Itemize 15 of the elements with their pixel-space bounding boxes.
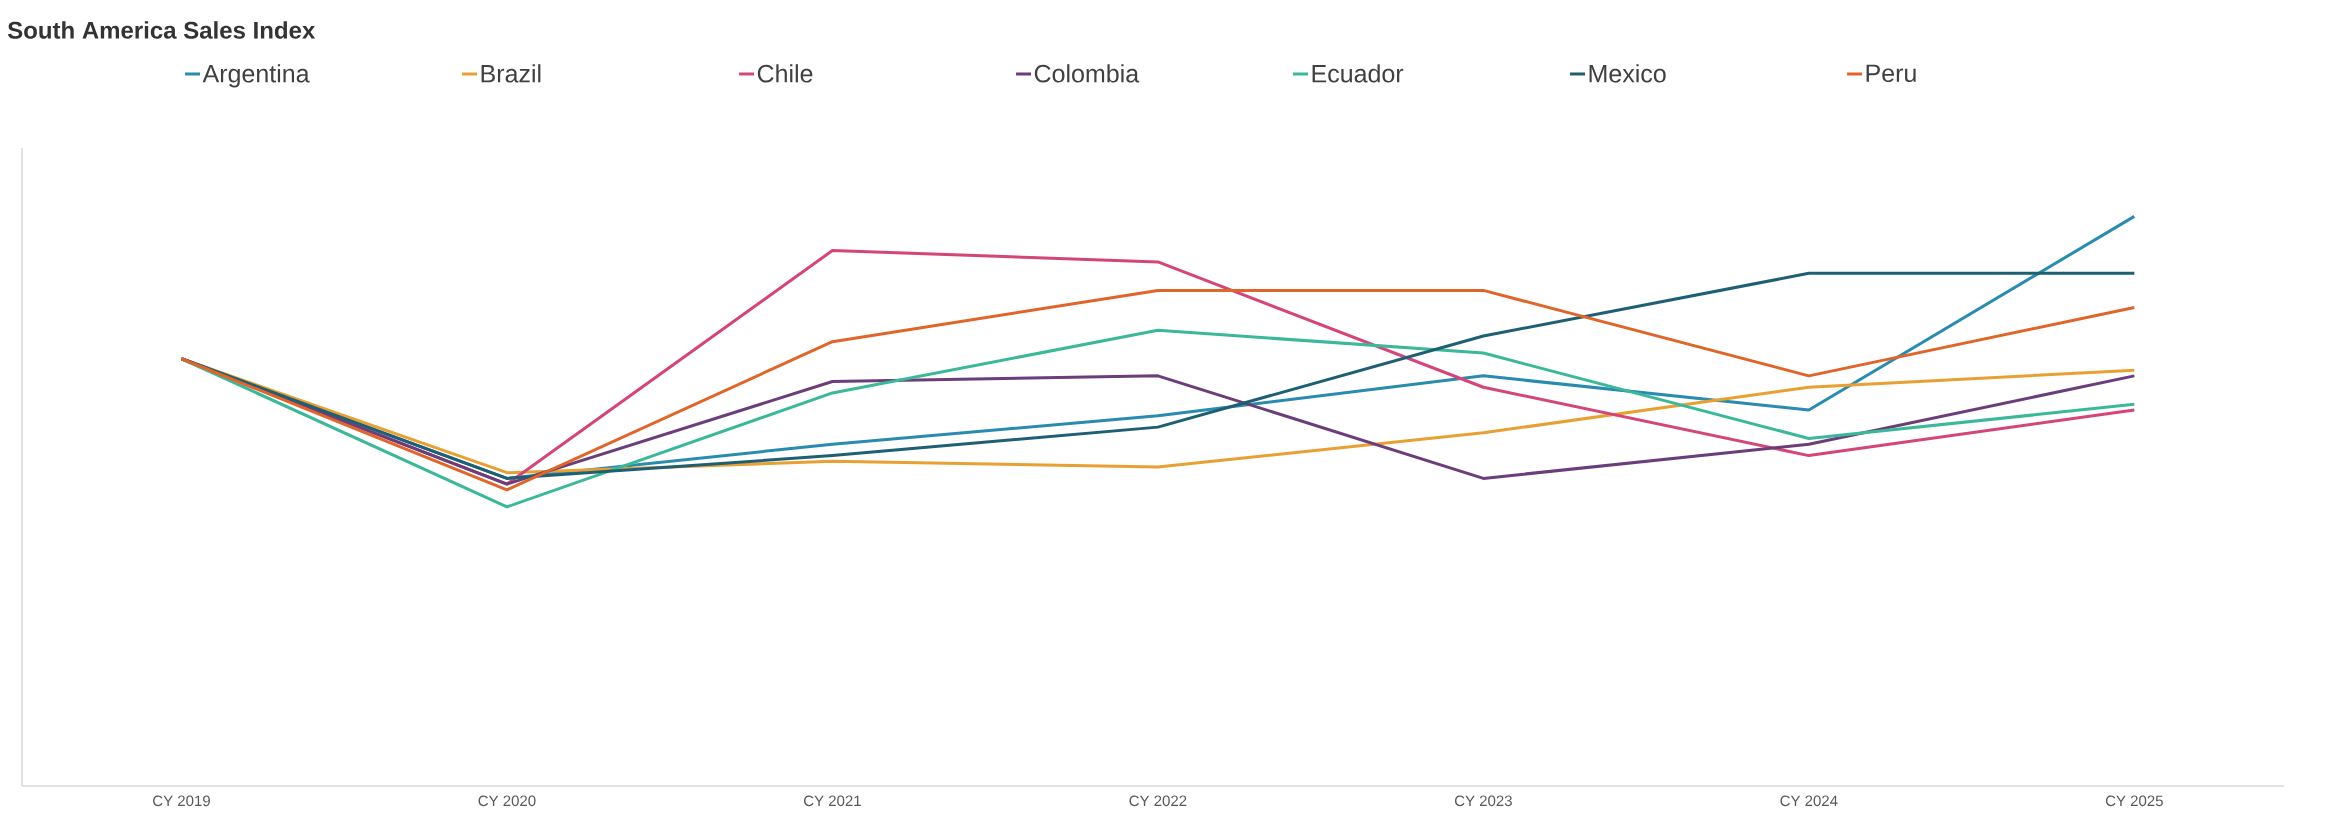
legend-label: Argentina [202, 64, 310, 88]
x-tick-label: CY 2025 [2105, 795, 2163, 807]
x-tick-label: CY 2020 [478, 795, 536, 807]
legend-label: Peru [1866, 64, 1916, 83]
x-tick-label: CY 2024 [1780, 795, 1838, 807]
x-tick-label: CY 2023 [1454, 795, 1512, 807]
legend-label: Colombia [1034, 64, 1140, 83]
legend-label: Ecuador [1312, 64, 1404, 83]
chart-title: South America Sales Index [7, 21, 316, 39]
x-tick-label: CY 2021 [804, 795, 861, 807]
legend-label: Brazil [481, 64, 541, 83]
x-tick-label: CY 2019 [153, 795, 210, 807]
legend-label: Mexico [1589, 64, 1666, 83]
x-tick-label: CY 2022 [1129, 795, 1187, 807]
legend-label: Chile [757, 64, 813, 83]
